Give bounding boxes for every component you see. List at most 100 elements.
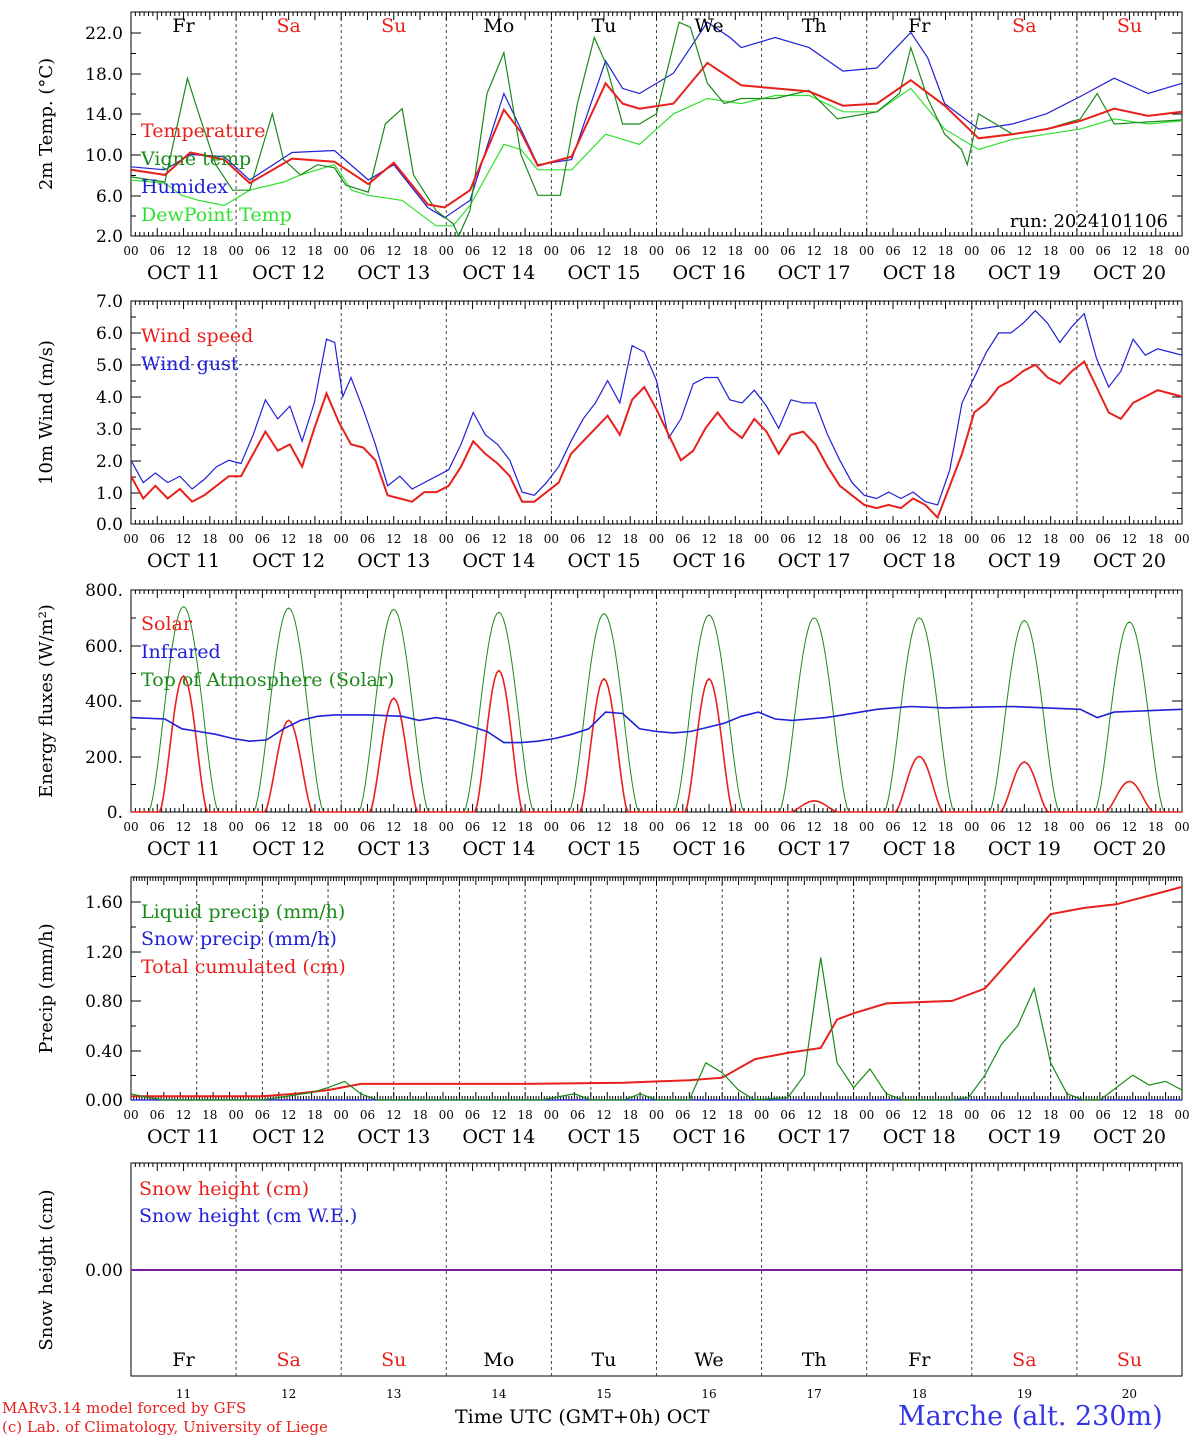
hour-tick-label: 18 (412, 1108, 427, 1122)
chart-panel: 00 06 12 18 00 06 12 18 00 06 12 18 00 06 12 18 00 06 12 18… (36, 292, 1190, 572)
y-tick-label: 14.0 (85, 105, 123, 125)
y-tick-label: 18.0 (85, 65, 123, 85)
hour-tick-label: 12 (701, 820, 716, 834)
y-tick-label: 0.00 (85, 1091, 123, 1111)
date-label: OCT 12 (252, 838, 325, 860)
hour-tick-label: 12 (386, 244, 401, 258)
hour-tick-label: 06 (885, 244, 900, 258)
date-label: OCT 18 (883, 262, 956, 284)
hour-tick-label: 00 (649, 1108, 664, 1122)
hour-tick-label: 12 (912, 820, 927, 834)
hour-tick-label: 06 (780, 532, 795, 546)
date-label: OCT 20 (1093, 1126, 1166, 1148)
hour-tick-label: 00 (439, 820, 454, 834)
hour-tick-label: 00 (544, 820, 559, 834)
hour-tick-label: 18 (1148, 820, 1163, 834)
date-label: OCT 15 (567, 1126, 640, 1148)
hour-tick-label: 00 (544, 532, 559, 546)
weekday-label: Su (1117, 15, 1142, 37)
hour-tick-label: 00 (859, 820, 874, 834)
hour-tick-label: 18 (1043, 244, 1058, 258)
hour-tick-label: 18 (517, 820, 532, 834)
legend-entry: DewPoint Temp (141, 204, 292, 226)
weekday-label: Su (381, 1349, 406, 1371)
y-tick-label: 6.0 (96, 187, 123, 207)
hour-tick-label: 06 (570, 1108, 585, 1122)
model-line: MARv3.14 model forced by GFS (2, 1399, 247, 1417)
date-label: OCT 16 (673, 550, 746, 572)
date-label: OCT 19 (988, 262, 1061, 284)
hour-tick-label: 00 (334, 532, 349, 546)
series-line (130, 309, 1183, 506)
run-annotation: run: 2024101106 (1010, 211, 1168, 232)
hour-tick-label: 00 (544, 244, 559, 258)
hour-tick-label: 12 (1122, 820, 1137, 834)
legend-entry: Infrared (141, 641, 221, 663)
hour-tick-label: 00 (439, 244, 454, 258)
hour-tick-label: 00 (649, 820, 664, 834)
hour-tick-label: 18 (202, 1108, 217, 1122)
hour-tick-label: 00 (859, 532, 874, 546)
hour-tick-label: 06 (780, 244, 795, 258)
date-label: OCT 15 (567, 262, 640, 284)
series-line (131, 885, 1183, 1098)
hour-tick-label: 12 (491, 820, 506, 834)
date-label: OCT 17 (778, 838, 851, 860)
hour-tick-label: 12 (386, 820, 401, 834)
hour-tick-label: 18 (1043, 532, 1058, 546)
hour-tick-label: 00 (123, 244, 138, 258)
hour-tick-label: 12 (596, 1108, 611, 1122)
hour-tick-label: 18 (412, 244, 427, 258)
hour-tick-label: 06 (1096, 532, 1111, 546)
station-name: Marche (alt. 230m) (898, 1401, 1163, 1432)
legend-entry: Liquid precip (mm/h) (141, 901, 345, 923)
y-tick-label: 3.0 (96, 420, 123, 440)
hour-tick-label: 00 (1069, 820, 1084, 834)
y-tick-label: 5.0 (96, 356, 123, 376)
date-label: OCT 20 (1093, 838, 1166, 860)
hour-tick-label: 06 (885, 1108, 900, 1122)
day-number-label: 14 (491, 1387, 507, 1401)
date-label: OCT 14 (462, 262, 535, 284)
date-label: OCT 18 (883, 550, 956, 572)
date-label: OCT 19 (988, 550, 1061, 572)
chart-panel: 00 06 12 18 00 06 12 18 00 06 12 18 00 06 12 18 00 06 12 18… (36, 876, 1190, 1148)
date-label: OCT 13 (357, 262, 430, 284)
toa-line (131, 605, 1182, 813)
date-label: OCT 13 (357, 838, 430, 860)
hour-tick-label: 00 (859, 244, 874, 258)
hour-tick-label: 12 (491, 532, 506, 546)
hour-tick-label: 12 (491, 1108, 506, 1122)
date-label: OCT 11 (147, 262, 220, 284)
hour-tick-label: 06 (465, 820, 480, 834)
hour-tick-label: 12 (701, 1108, 716, 1122)
series-line (130, 21, 1183, 219)
date-label: OCT 16 (673, 838, 746, 860)
hour-tick-label: 12 (176, 532, 191, 546)
x-axis-title: Time UTC (GMT+0h) OCT (455, 1406, 710, 1428)
weekday-label: Tu (591, 1349, 616, 1371)
hour-tick-label: 06 (780, 820, 795, 834)
day-number-label: 11 (176, 1387, 191, 1401)
date-label: OCT 11 (147, 550, 220, 572)
y-tick-label: 800. (85, 581, 123, 601)
hour-tick-label: 00 (1069, 532, 1084, 546)
hour-tick-label: 18 (1043, 1108, 1058, 1122)
hour-tick-label: 12 (596, 532, 611, 546)
hour-tick-label: 06 (1096, 1108, 1111, 1122)
hour-tick-label: 00 (964, 532, 979, 546)
date-label: OCT 14 (462, 550, 535, 572)
date-label: OCT 18 (883, 838, 956, 860)
hour-tick-label: 12 (1122, 532, 1137, 546)
series-line (130, 21, 1183, 238)
hour-tick-label: 18 (938, 1108, 953, 1122)
hour-tick-label: 00 (754, 1108, 769, 1122)
weekday-label: Fr (908, 15, 931, 37)
date-label: OCT 17 (778, 1126, 851, 1148)
y-axis-label: Snow height (cm) (36, 1189, 57, 1350)
day-number-label: 12 (281, 1387, 296, 1401)
hour-tick-label: 18 (202, 820, 217, 834)
hour-tick-label: 18 (307, 1108, 322, 1122)
legend-entry: Top of Atmosphere (Solar) (141, 669, 394, 691)
